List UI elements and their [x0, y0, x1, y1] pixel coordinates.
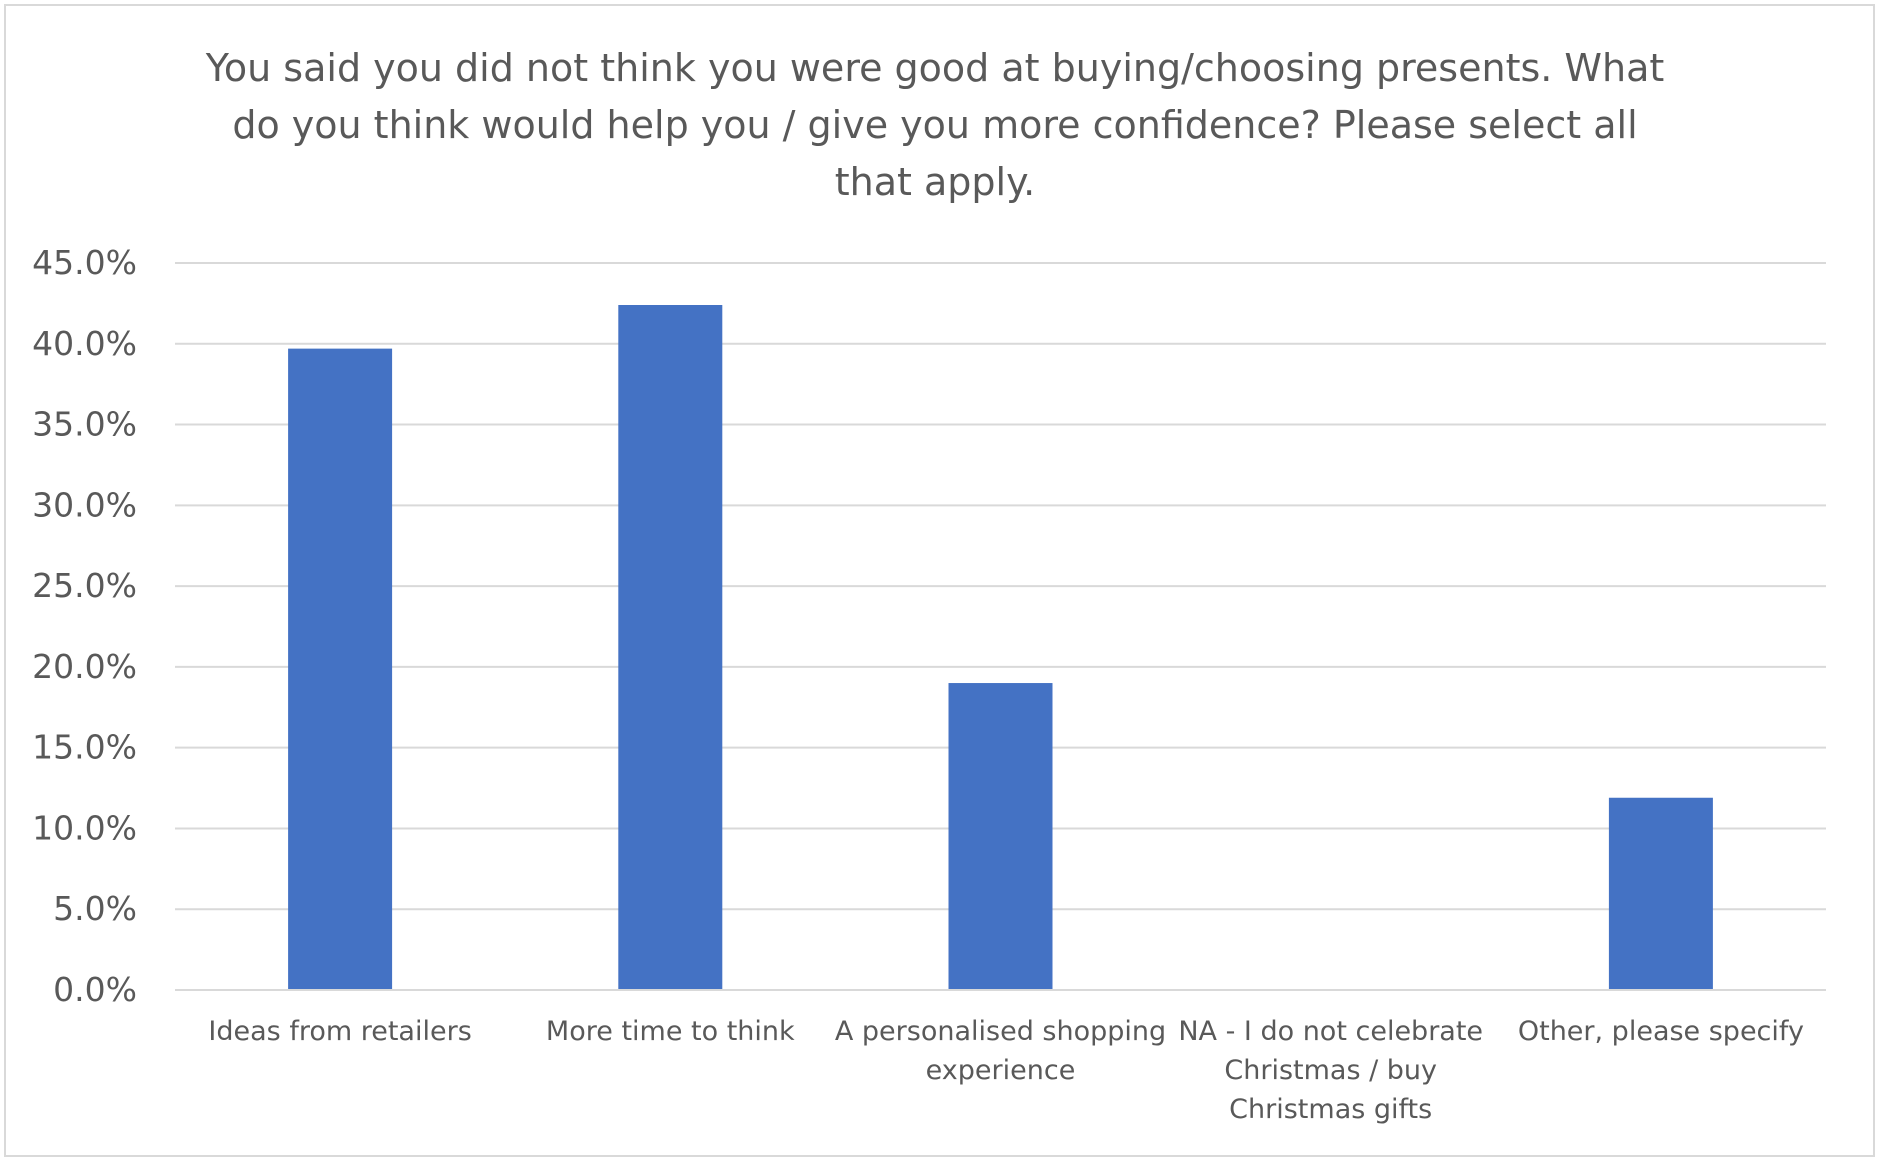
x-tick-label-line: Christmas / buy — [1224, 1055, 1437, 1086]
y-tick-label: 25.0% — [32, 566, 137, 605]
x-tick-label-line: Other, please specify — [1518, 1016, 1804, 1047]
x-tick-label-line: A personalised shopping — [835, 1016, 1166, 1047]
y-tick-label: 40.0% — [32, 324, 137, 363]
y-tick-label: 10.0% — [32, 808, 137, 847]
x-tick-label-line: Ideas from retailers — [208, 1016, 471, 1047]
y-tick-label: 35.0% — [32, 405, 137, 444]
x-tick-label: More time to think — [546, 1016, 795, 1047]
y-tick-label: 5.0% — [53, 889, 137, 928]
bar — [288, 348, 393, 990]
y-tick-label: 30.0% — [32, 485, 137, 524]
bar — [948, 683, 1053, 990]
x-tick-label: Ideas from retailers — [208, 1016, 471, 1047]
bar — [618, 305, 723, 990]
x-tick-label-line: Christmas gifts — [1229, 1094, 1432, 1125]
bar — [1608, 797, 1713, 990]
y-tick-label: 20.0% — [32, 647, 137, 686]
x-tick-label-line: experience — [926, 1055, 1076, 1086]
y-tick-label: 0.0% — [53, 970, 137, 1009]
chart-title: You said you did not think you were good… — [205, 46, 1665, 204]
x-tick-label: A personalised shopping experience — [835, 1016, 1166, 1086]
x-tick-label-line: More time to think — [546, 1016, 795, 1047]
y-tick-label: 45.0% — [32, 243, 137, 282]
x-tick-label: Other, please specify — [1518, 1016, 1804, 1047]
x-tick-label-line: NA - I do not celebrate — [1178, 1016, 1483, 1047]
y-tick-label: 15.0% — [32, 728, 137, 767]
x-tick-label: NA - I do not celebrate Christmas / buy Ch… — [1178, 1016, 1483, 1125]
